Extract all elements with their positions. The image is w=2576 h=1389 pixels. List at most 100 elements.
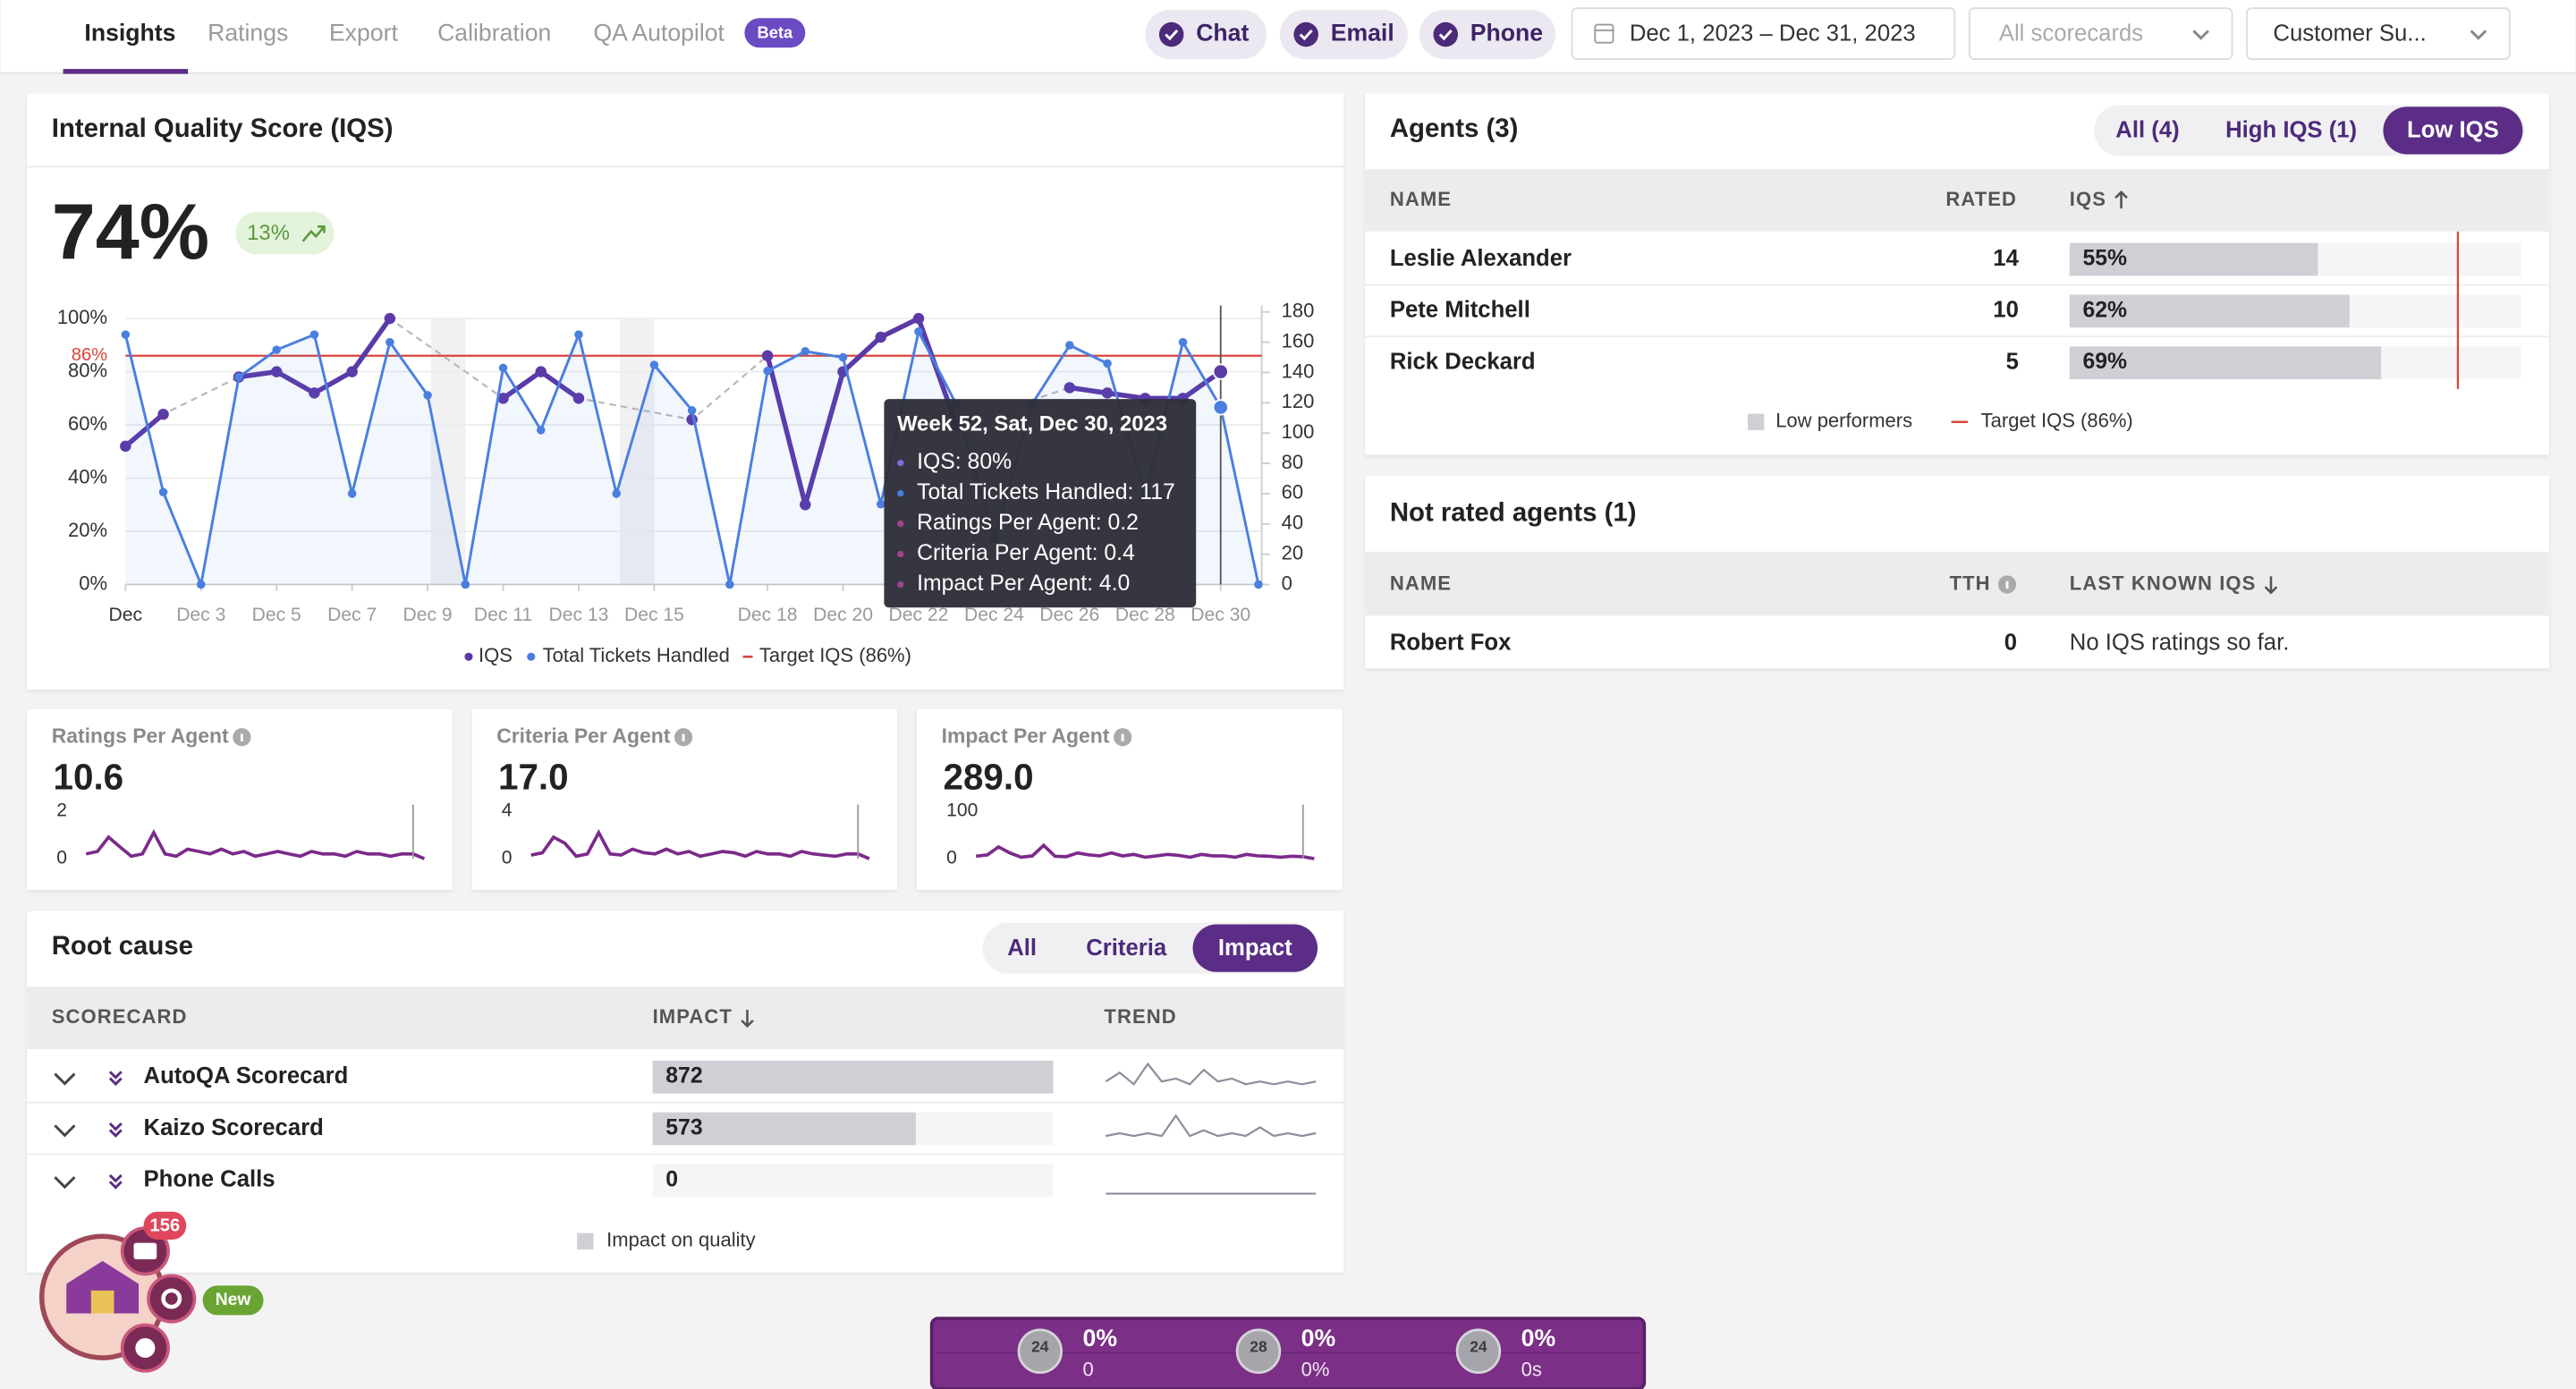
gear-icon <box>161 1288 182 1309</box>
scorecard-select[interactable] <box>1968 7 2233 61</box>
trophy-level: 28 <box>1250 1338 1267 1356</box>
info-icon-dot <box>2005 580 2009 589</box>
point <box>270 366 283 377</box>
help-icon <box>135 1338 156 1359</box>
sort-arrow <box>2264 576 2278 595</box>
target-label: 86% <box>72 345 107 365</box>
point <box>309 330 319 339</box>
table-header <box>27 987 1344 1050</box>
point <box>386 337 394 347</box>
metric-value: 10.6 <box>54 757 124 798</box>
row-name[interactable]: Kaizo Scorecard <box>144 1115 324 1140</box>
point <box>157 408 169 420</box>
channel-pill[interactable] <box>1279 10 1409 60</box>
check-icon <box>1158 21 1184 47</box>
point <box>1063 382 1076 394</box>
agent-name[interactable]: Rick Deckard <box>1390 349 1536 374</box>
check-mark <box>1299 29 1313 41</box>
tooltip <box>884 399 1197 608</box>
row-name[interactable]: AutoQA Scorecard <box>144 1063 349 1088</box>
point <box>346 366 358 377</box>
segment-label[interactable]: Low IQS <box>2407 118 2499 143</box>
x-tick-label: Dec 5 <box>252 605 301 625</box>
segment-label[interactable]: Criteria <box>1086 936 1167 961</box>
legend-label: IQS <box>479 644 513 666</box>
point <box>875 331 886 343</box>
column-header: RATED <box>1945 188 2017 210</box>
notification-badge <box>143 1211 187 1240</box>
nav-tab[interactable]: QA Autopilot <box>593 20 724 47</box>
table-header <box>1365 551 2549 616</box>
channel-label[interactable]: Chat <box>1196 20 1249 47</box>
spark-tick-label: 100 <box>946 800 978 820</box>
widget-button[interactable] <box>147 1274 197 1324</box>
point <box>196 580 206 589</box>
info-icon-dot <box>1121 733 1124 741</box>
date-picker[interactable] <box>1571 7 1956 61</box>
spark-tick-label: 0 <box>946 848 957 868</box>
point <box>612 489 621 498</box>
column-header: NAME <box>1390 572 1452 594</box>
progress-percent: 0% <box>1521 1325 1555 1351</box>
chevron-icon <box>108 1077 123 1087</box>
sort-arrow <box>2114 190 2128 209</box>
tooltip-title: Week 52, Sat, Dec 30, 2023 <box>897 412 1167 436</box>
y2-tick-label: 160 <box>1282 329 1315 351</box>
agent-name[interactable]: Leslie Alexander <box>1390 246 1572 271</box>
x-tick-label: Dec 24 <box>964 605 1024 625</box>
y-tick-label: 100% <box>57 306 107 328</box>
sort-arrow <box>741 1009 754 1029</box>
point <box>120 440 131 453</box>
segment-label[interactable]: High IQS (1) <box>2225 118 2357 143</box>
segment-label[interactable]: Impact <box>1218 936 1292 961</box>
legend-swatch <box>577 1232 594 1249</box>
date-range: Dec 1, 2023 – Dec 31, 2023 <box>1630 21 1916 46</box>
x-tick-label: Dec 30 <box>1191 605 1250 625</box>
nav-tab[interactable]: Insights <box>84 20 175 47</box>
point <box>535 366 547 377</box>
tooltip-bullet <box>897 580 904 589</box>
agent-name[interactable]: Pete Mitchell <box>1390 298 1530 323</box>
segment-label[interactable]: All <box>1007 936 1037 961</box>
channel-pill[interactable] <box>1419 10 1556 60</box>
agent-tth: 0 <box>2004 630 2017 655</box>
sparkline <box>85 828 426 860</box>
chevron-icon <box>2470 30 2487 40</box>
nav-tab[interactable]: Export <box>329 20 399 47</box>
segment-label[interactable]: All (4) <box>2115 118 2179 143</box>
point <box>1101 387 1114 399</box>
trophy-level: 24 <box>1031 1338 1049 1356</box>
channel-label[interactable]: Phone <box>1470 20 1543 47</box>
trophy-icon <box>1235 1328 1282 1375</box>
point <box>1103 359 1112 368</box>
channel-label[interactable]: Email <box>1331 20 1394 47</box>
new-badge <box>202 1285 264 1316</box>
trophy-icon <box>1455 1328 1502 1375</box>
tooltip-bullet <box>897 459 904 467</box>
bar-value: 872 <box>665 1064 702 1088</box>
info-icon-dot <box>682 733 685 741</box>
point <box>498 363 508 373</box>
bar-value: 573 <box>665 1116 702 1140</box>
tooltip-item: Ratings Per Agent: 0.2 <box>917 511 1139 535</box>
bar-value: 62% <box>2082 298 2127 322</box>
spark-tick-label: 4 <box>502 800 513 820</box>
row-name[interactable]: Phone Calls <box>144 1167 275 1192</box>
x-tick-label: Dec 22 <box>889 605 949 625</box>
card-title: Internal Quality Score (IQS) <box>52 114 394 143</box>
nav-tab[interactable]: Calibration <box>437 20 551 47</box>
y2-tick-label: 40 <box>1282 512 1304 534</box>
tooltip-bullet <box>897 489 904 497</box>
widget-house-door <box>90 1290 114 1314</box>
check-mark <box>1165 29 1179 41</box>
channel-pill[interactable] <box>1145 10 1267 60</box>
chevron-icon <box>2192 30 2209 40</box>
agent-name[interactable]: Robert Fox <box>1390 630 1512 655</box>
nav-tab[interactable]: Ratings <box>208 20 288 47</box>
workspace-select[interactable] <box>2246 7 2511 61</box>
card-title: Agents (3) <box>1390 114 1519 143</box>
y-tick-label: 20% <box>68 519 107 541</box>
point <box>876 500 886 509</box>
point <box>1254 580 1263 589</box>
x-tick-label: Dec 15 <box>624 605 684 625</box>
